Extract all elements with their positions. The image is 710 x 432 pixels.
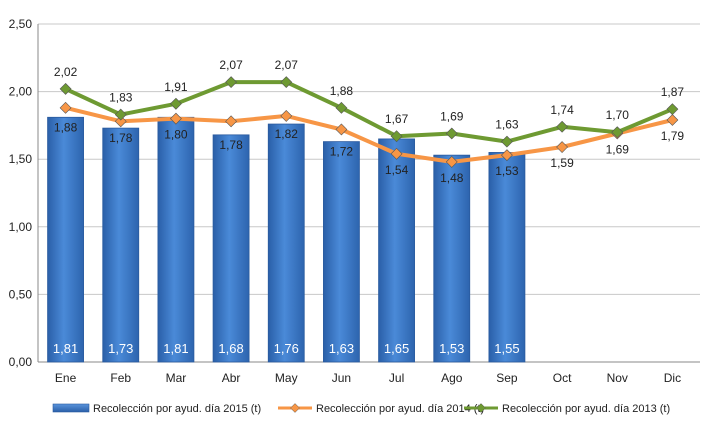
x-tick-label: Sep: [496, 371, 518, 385]
marker-2013: [59, 82, 72, 95]
data-labels: 1,81 1,73 1,81 1,68 1,76 1,63 1,65 1,53 1,55 2,02…: [53, 58, 684, 356]
x-tick-label: May: [275, 371, 298, 385]
x-tick-label: Nov: [607, 371, 628, 385]
label-2013: 2,07: [219, 58, 243, 72]
x-tick-label: Feb: [110, 371, 131, 385]
x-tick-label: Ene: [55, 371, 77, 385]
marker-2014: [225, 115, 238, 128]
bar-value-label: 1,68: [218, 341, 243, 356]
bar-value-label: 1,63: [329, 341, 354, 356]
marker-2013: [280, 76, 293, 89]
x-tick-label: Oct: [553, 371, 572, 385]
legend-label-2015: Recolección por ayud. día 2015 (t): [93, 403, 261, 415]
label-2014: 1,78: [219, 138, 243, 152]
label-2013: 1,67: [385, 112, 409, 126]
lines: [59, 76, 679, 168]
label-2013: 1,87: [661, 85, 685, 99]
bar: [433, 154, 471, 363]
legend: Recolección por ayud. día 2015 (t) Recole…: [52, 403, 670, 415]
label-2013: 1,69: [440, 110, 464, 124]
x-axis-ticks: Ene Feb Mar Abr May Jun Jul Ago Sep Oct Nov Dic: [55, 371, 681, 385]
bar-value-label: 1,81: [163, 341, 188, 356]
label-2013: 1,70: [606, 108, 630, 122]
x-tick-label: Dic: [664, 371, 681, 385]
label-2014: 1,88: [54, 120, 78, 134]
marker-2014: [556, 141, 569, 153]
label-2013: 1,88: [330, 84, 354, 98]
y-tick-label: 0,00: [9, 355, 33, 369]
x-tick-label: Abr: [222, 371, 241, 385]
bar: [102, 127, 140, 363]
bar-value-label: 1,73: [108, 341, 133, 356]
label-2014: 1,82: [275, 127, 299, 141]
series-line-2014: [63, 105, 675, 164]
marker-2014: [280, 110, 293, 122]
marker-2014: [114, 115, 127, 128]
label-2014: 1,59: [550, 156, 574, 170]
legend-marker-2013: [476, 403, 486, 413]
y-tick-label: 1,00: [9, 220, 33, 234]
marker-2013: [500, 135, 513, 148]
bar: [323, 141, 360, 363]
x-tick-label: Mar: [166, 371, 187, 385]
bar: [157, 116, 195, 363]
label-2014: 1,54: [385, 163, 409, 177]
label-2013: 1,74: [550, 103, 574, 117]
bar-value-label: 1,53: [439, 341, 464, 356]
x-tick-label: Ago: [441, 371, 463, 385]
marker-2014: [445, 155, 458, 168]
marker-2013: [666, 103, 679, 116]
series-line-2013: [63, 80, 675, 144]
label-2013: 1,83: [109, 91, 133, 105]
label-2014: 1,80: [164, 128, 188, 142]
marker-2014: [666, 114, 679, 126]
bar-value-label: 1,55: [494, 341, 519, 356]
y-tick-label: 2,00: [9, 85, 33, 99]
y-tick-label: 0,50: [9, 287, 33, 301]
legend-label-2013: Recolección por ayud. día 2013 (t): [502, 403, 670, 415]
marker-2013: [169, 97, 182, 110]
marker-2013: [225, 76, 238, 89]
marker-2014: [500, 149, 513, 162]
legend-swatch-2015: [52, 403, 90, 413]
marker-2013: [556, 120, 569, 133]
label-2014: 1,69: [606, 143, 630, 157]
label-2013: 2,02: [54, 65, 78, 79]
y-tick-label: 2,50: [9, 17, 33, 31]
marker-2013: [390, 130, 403, 143]
label-2014: 1,53: [495, 164, 519, 178]
x-tick-label: Jun: [332, 371, 351, 385]
marker-2013: [445, 127, 458, 140]
label-2014: 1,72: [330, 145, 354, 159]
label-2013: 2,07: [275, 58, 299, 72]
bar: [267, 123, 305, 363]
bar-value-label: 1,81: [53, 341, 78, 356]
legend-marker-2014: [290, 403, 300, 413]
x-tick-label: Jul: [389, 371, 404, 385]
label-2014: 1,79: [661, 129, 685, 143]
bar: [212, 134, 250, 363]
bars-2015: [47, 116, 526, 363]
marker-2013: [114, 108, 127, 121]
marker-2014: [335, 123, 348, 136]
gridlines: [37, 23, 700, 363]
y-tick-label: 1,50: [9, 152, 33, 166]
marker-2013: [335, 101, 348, 114]
bar: [378, 138, 415, 363]
marker-2013: [611, 126, 624, 139]
y-axis-ticks: 0,00 0,50 1,00 1,50 2,00 2,50: [9, 17, 33, 369]
bar-value-label: 1,65: [384, 341, 409, 356]
label-2013: 1,63: [495, 118, 519, 132]
label-2014: 1,48: [440, 171, 464, 185]
marker-2014: [169, 112, 182, 125]
marker-2014: [390, 147, 403, 160]
bar: [488, 152, 526, 363]
label-2014: 1,78: [109, 131, 133, 145]
legend-label-2014: Recolección por ayud. día 2014 (t): [316, 403, 484, 415]
marker-2014: [59, 101, 72, 114]
bar: [47, 116, 84, 363]
label-2013: 1,91: [164, 80, 188, 94]
bar-value-label: 1,76: [274, 341, 299, 356]
